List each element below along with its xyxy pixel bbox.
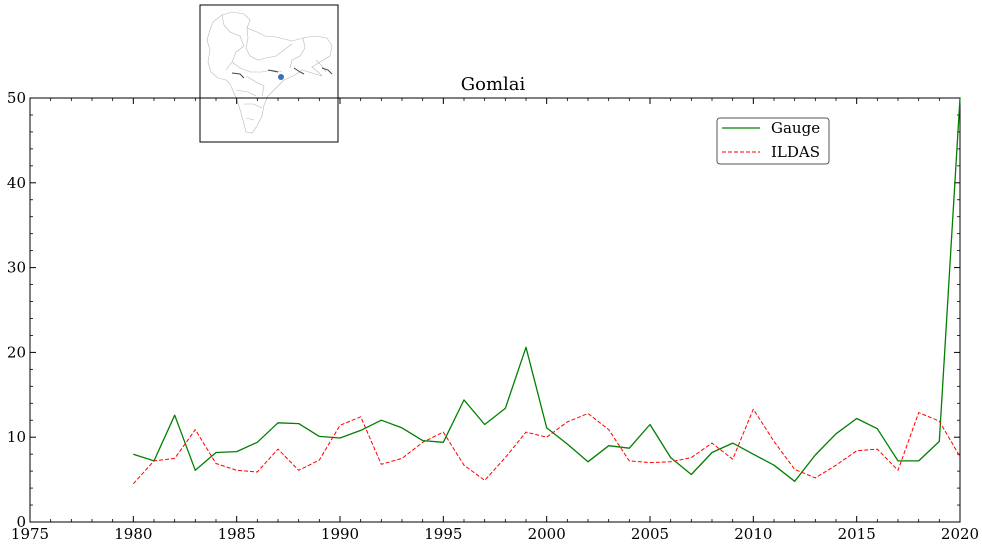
x-tick-label: 2010 <box>734 525 772 543</box>
inset-map-frame <box>199 4 339 143</box>
y-tick-label: 30 <box>7 259 26 277</box>
x-tick-label: 2000 <box>528 525 566 543</box>
legend: Gauge ILDAS <box>716 117 830 165</box>
legend-label-gauge: Gauge <box>771 119 820 137</box>
y-tick-label: 20 <box>7 343 26 361</box>
axis-ticks <box>29 97 961 523</box>
x-tick-label: 2015 <box>838 525 876 543</box>
y-tick-label: 50 <box>7 89 26 107</box>
x-tick-label: 1985 <box>218 525 256 543</box>
inset-map <box>199 4 339 143</box>
legend-label-ildas: ILDAS <box>771 143 820 161</box>
axes-frame <box>29 97 961 523</box>
x-tick-label: 2005 <box>631 525 669 543</box>
x-tick-label: 1980 <box>114 525 152 543</box>
y-tick-labels: 0 10 20 30 40 50 <box>7 89 26 531</box>
legend-box <box>716 117 830 165</box>
series-layer <box>132 97 961 485</box>
x-tick-label: 1990 <box>321 525 359 543</box>
gauge-location-marker <box>278 74 284 80</box>
series-line-ildas <box>132 408 961 485</box>
x-tick-label: 2020 <box>941 525 979 543</box>
x-tick-label: 1995 <box>424 525 462 543</box>
chart-title: Gomlai <box>461 74 526 95</box>
y-tick-label: 10 <box>7 428 26 446</box>
y-tick-label: 40 <box>7 174 26 192</box>
y-tick-label: 0 <box>16 513 26 531</box>
basin-outline <box>231 67 333 79</box>
series-line-gauge <box>133 97 961 482</box>
x-tick-label: 1975 <box>11 525 49 543</box>
country-borders <box>206 11 333 134</box>
x-tick-labels: 1975 1980 1985 1990 1995 2000 2005 2010 2015 2020 <box>11 525 979 543</box>
